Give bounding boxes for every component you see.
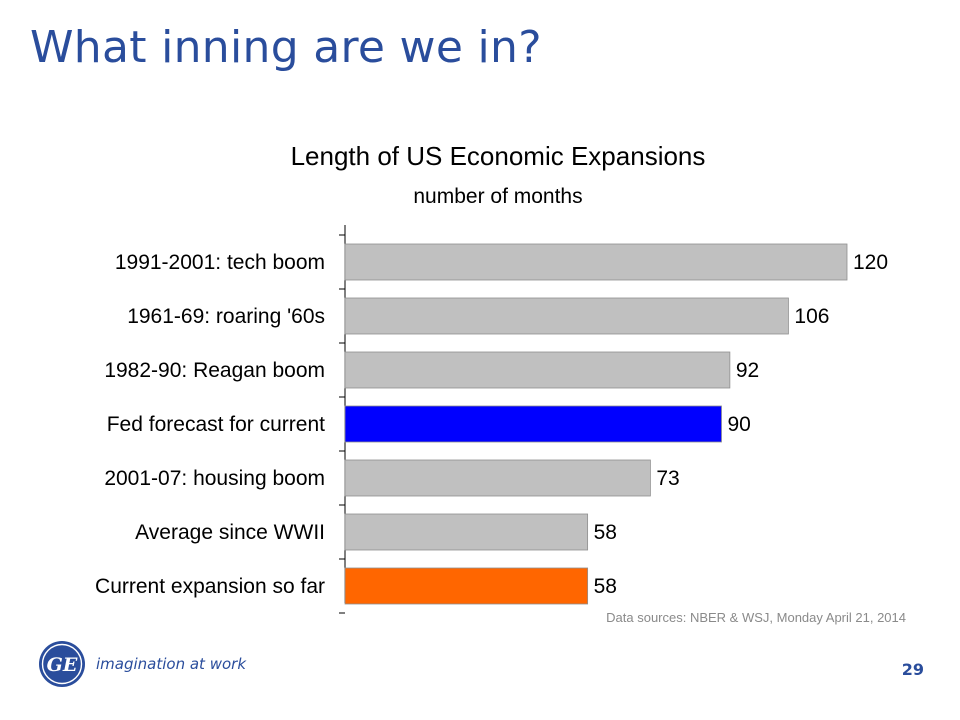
category-label: 1991-2001: tech boom: [115, 251, 325, 274]
category-label: Fed forecast for current: [107, 413, 325, 436]
ge-monogram-text: GE: [47, 654, 78, 676]
slide-title: What inning are we in?: [30, 22, 542, 73]
chart-title: Length of US Economic Expansions: [291, 141, 706, 171]
ge-logo: GE imagination at work: [38, 640, 246, 688]
category-label: 2001-07: housing boom: [104, 467, 325, 490]
plot-area: 1991-2001: tech boom 120 1961-69: roaring …: [95, 225, 888, 614]
bar: [344, 405, 722, 443]
source-note: Data sources: NBER & WSJ, Monday April 2…: [606, 610, 906, 625]
bar: [344, 243, 848, 281]
data-label: 58: [594, 575, 617, 598]
bar: [344, 459, 651, 497]
bar: [344, 513, 589, 551]
data-label: 90: [728, 413, 751, 436]
chart-subtitle: number of months: [413, 185, 582, 208]
bar: [344, 297, 789, 335]
tagline: imagination at work: [96, 655, 246, 673]
data-label: 73: [656, 467, 679, 490]
category-label: Current expansion so far: [95, 575, 325, 598]
ge-monogram-icon: GE: [39, 641, 85, 687]
data-label: 92: [736, 359, 759, 382]
page-number: 29: [901, 660, 924, 679]
category-label: Average since WWII: [135, 521, 325, 544]
data-label: 106: [794, 305, 829, 328]
data-label: 58: [594, 521, 617, 544]
bar: [344, 567, 589, 605]
category-label: 1982-90: Reagan boom: [104, 359, 325, 382]
data-label: 120: [853, 251, 888, 274]
bar: [344, 351, 731, 389]
category-label: 1961-69: roaring '60s: [127, 305, 325, 328]
